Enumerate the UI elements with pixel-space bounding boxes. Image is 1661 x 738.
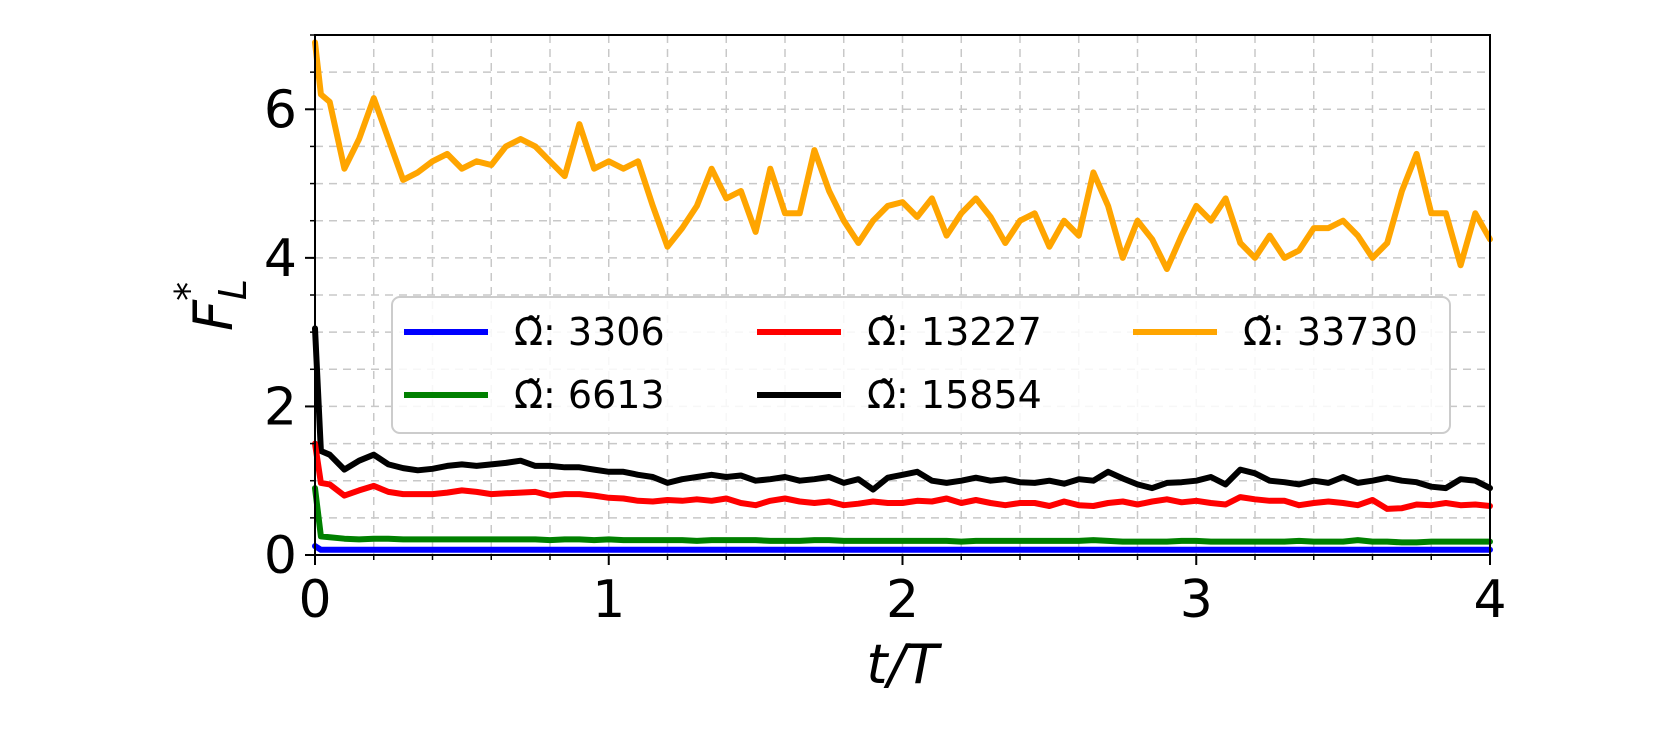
x-tick-label: 2	[886, 570, 919, 630]
legend: Ω̃: 3306 Ω̃: 6613 Ω̃: 13227 Ω̃: 15854 Ω̃: 33…	[391, 296, 1451, 434]
tick-labels: 0 1 2 3 4 0 2 4 6	[264, 80, 1507, 630]
y-tick-label: 2	[264, 377, 297, 437]
legend-label-3: Ω̃: 15854	[867, 373, 1042, 417]
legend-label-1: Ω̃: 6613	[514, 373, 665, 417]
y-tick-label: 0	[264, 526, 297, 586]
x-tick-label: 1	[592, 570, 625, 630]
series-line-2	[312, 440, 1493, 512]
legend-label-0: Ω̃: 3306	[514, 310, 665, 354]
axis-ticks	[305, 34, 1491, 565]
y-axis-label-sub: L	[211, 279, 255, 300]
x-axis-label: t/T	[866, 633, 942, 696]
y-axis-label-sup: *	[167, 282, 211, 301]
series-line-0	[312, 543, 1493, 553]
x-tick-label: 3	[1180, 570, 1213, 630]
legend-entries: Ω̃: 3306 Ω̃: 6613 Ω̃: 13227 Ω̃: 15854 Ω̃: 33…	[404, 310, 1418, 417]
y-tick-label: 4	[264, 229, 297, 289]
series-line-3	[312, 325, 1493, 493]
y-tick-label: 6	[264, 80, 297, 140]
y-axis-label-main: F	[182, 299, 245, 331]
legend-label-2: Ω̃: 13227	[867, 310, 1042, 354]
x-tick-label: 4	[1473, 570, 1506, 630]
y-axis-label: FL*	[167, 279, 255, 331]
legend-label-4: Ω̃: 33730	[1243, 310, 1418, 354]
series-line-4	[312, 39, 1493, 272]
series-line-1	[312, 485, 1493, 546]
x-tick-label: 0	[298, 570, 331, 630]
series-lines	[312, 39, 1493, 553]
